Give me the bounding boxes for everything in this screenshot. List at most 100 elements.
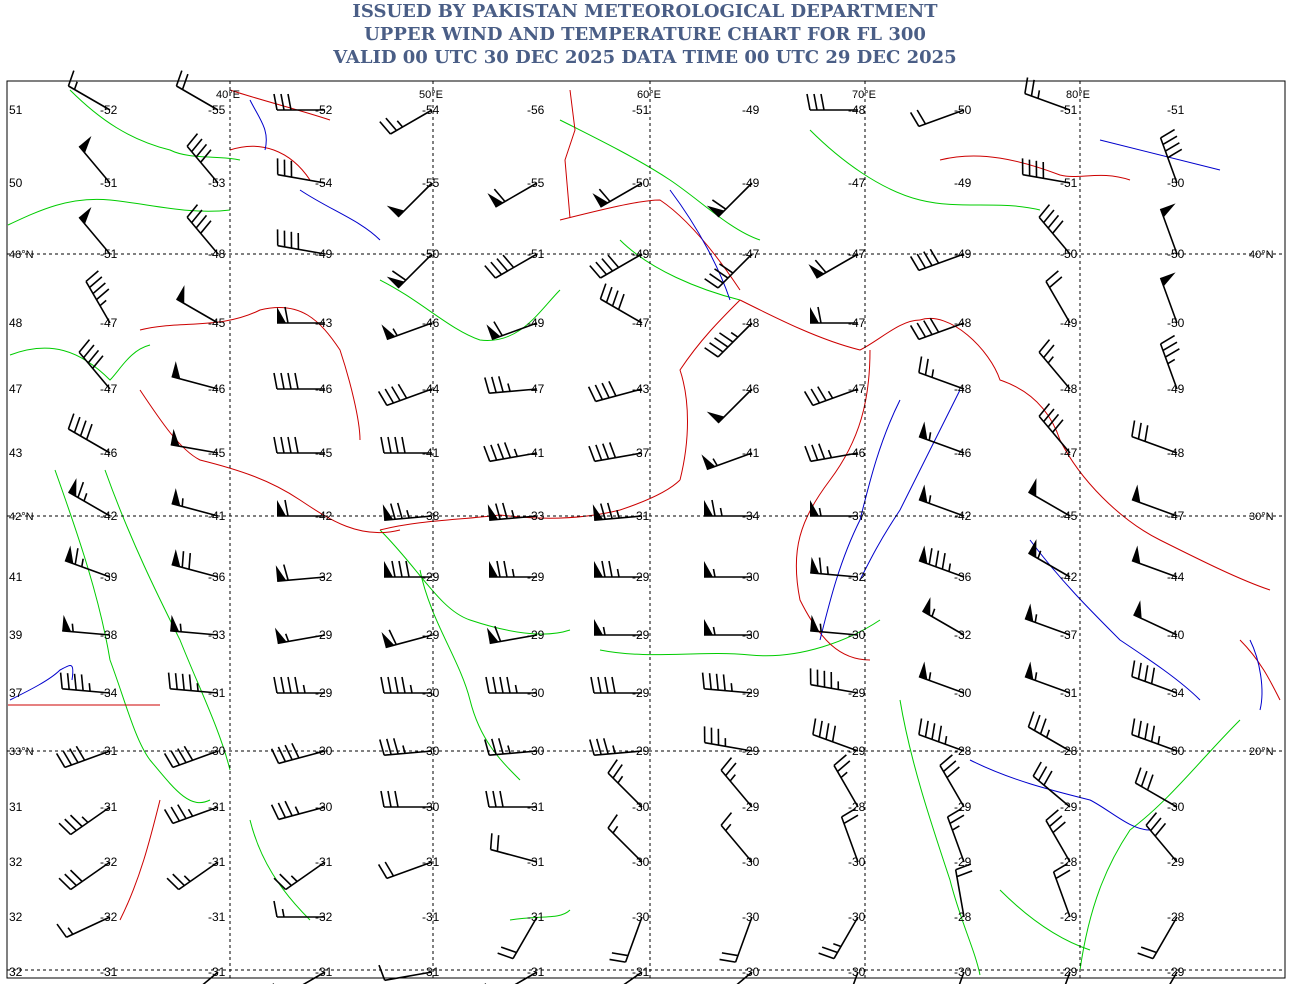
barb-feather <box>280 436 285 454</box>
barb-staff <box>594 452 643 463</box>
barb-feather <box>78 339 91 353</box>
left-value: 48 <box>9 316 23 330</box>
barb-half-feather <box>284 633 290 642</box>
barb-feather <box>928 548 933 565</box>
barb-feather <box>923 251 933 267</box>
barb-feather <box>394 790 399 808</box>
station: -31 <box>100 965 118 979</box>
barb-staff <box>1045 281 1071 324</box>
station: -49 <box>742 103 760 117</box>
station: -48 <box>1038 339 1078 396</box>
barb-feather <box>394 436 399 454</box>
barb-feather <box>1144 425 1149 442</box>
wind-barb <box>958 971 965 984</box>
wind-barb <box>377 383 433 407</box>
station: -37 <box>1024 603 1078 642</box>
barb-staff <box>704 741 753 752</box>
barb-feather <box>92 355 104 369</box>
barb-staff <box>720 824 753 863</box>
barb-feather <box>379 121 392 135</box>
wind-barb <box>592 182 643 208</box>
barb-feather <box>394 676 399 694</box>
temperature-value: -51 <box>527 247 545 261</box>
barb-pennant <box>1160 203 1176 218</box>
left-value: 47 <box>9 382 23 396</box>
barb-half-feather <box>99 299 107 307</box>
barb-staff <box>68 428 111 454</box>
station: -52 <box>273 93 333 117</box>
wind-barb <box>1024 77 1071 111</box>
barb-half-feather <box>951 825 960 831</box>
wind-barb <box>378 964 433 982</box>
barb-staff <box>1064 971 1071 984</box>
temperature-value: -41 <box>527 446 545 460</box>
barb-staff <box>1045 820 1071 863</box>
wind-barb <box>1045 270 1071 324</box>
station: -45 <box>176 285 226 330</box>
barb-feather <box>589 265 602 279</box>
wind-barb <box>484 738 538 756</box>
wind-barb <box>706 182 753 218</box>
barb-pennant <box>171 549 181 567</box>
station: -49 <box>909 247 972 272</box>
barb-staff <box>594 750 643 756</box>
barb-pennant <box>810 556 820 574</box>
barb-staff <box>833 765 859 808</box>
lat-left-label-20: 33°N <box>9 746 34 758</box>
barb-staff <box>78 216 111 255</box>
barb-pennant <box>592 193 609 207</box>
barb-pennant <box>486 627 499 644</box>
barb-feather <box>909 256 920 271</box>
temperature-value: -50 <box>1167 316 1185 330</box>
temperature-value: -29 <box>632 744 650 758</box>
temperature-value: -31 <box>208 910 226 924</box>
barb-pennant <box>594 561 603 577</box>
left-value: 32 <box>9 910 23 924</box>
barb-half-feather <box>712 626 716 636</box>
temperature-value: -31 <box>100 800 118 814</box>
barb-feather <box>503 560 508 578</box>
graticule <box>7 81 1285 978</box>
barb-half-feather <box>616 568 620 578</box>
station: -30 <box>607 759 650 814</box>
station: -28 <box>1027 711 1078 758</box>
barb-feather <box>497 443 505 460</box>
barb-feather <box>1038 403 1051 417</box>
station: -42 <box>1028 539 1078 584</box>
barb-staff <box>277 173 326 184</box>
map-frame <box>6 80 1286 979</box>
wind-barb <box>486 625 538 645</box>
station: -30 <box>379 738 440 758</box>
wind-barb <box>186 204 219 255</box>
barb-feather <box>284 306 289 324</box>
station: -45 <box>1028 478 1078 523</box>
temperature-value: -30 <box>422 744 440 758</box>
wind-barb <box>1131 545 1178 578</box>
wind-barb <box>1131 420 1178 454</box>
wind-barb <box>588 442 643 463</box>
station: -29 <box>381 628 440 649</box>
temperature-value: -30 <box>208 744 226 758</box>
barb-half-feather <box>392 328 398 337</box>
station: -30 <box>810 614 866 642</box>
temperature-value: -31 <box>315 855 333 869</box>
barb-pennant <box>922 597 931 616</box>
barb-staff <box>390 109 433 135</box>
station: -41 <box>701 446 760 471</box>
barb-feather <box>924 720 929 738</box>
temperature-value: -29 <box>848 686 866 700</box>
barb-feather <box>58 822 72 836</box>
barb-staff <box>186 145 219 184</box>
barb-staff <box>278 750 326 765</box>
wind-barb <box>1133 600 1178 636</box>
barb-staff <box>278 806 326 821</box>
barb-staff <box>1028 726 1071 752</box>
temperature-value: -50 <box>1167 176 1185 190</box>
wind-barb <box>1038 204 1071 255</box>
barb-feather <box>85 423 93 440</box>
lat-label-20: 20°N <box>1249 746 1274 758</box>
wind-barb <box>809 668 859 694</box>
station: -46 <box>918 421 972 460</box>
temperature-value: -30 <box>742 570 760 584</box>
temperature-value: -28 <box>1060 744 1078 758</box>
